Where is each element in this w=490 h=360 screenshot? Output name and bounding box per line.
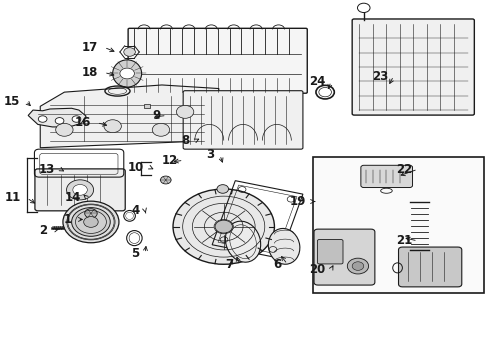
Circle shape [72,208,110,236]
Text: 13: 13 [39,163,55,176]
Circle shape [67,180,94,200]
Text: 6: 6 [273,258,282,271]
Text: 8: 8 [182,134,190,147]
Text: 1: 1 [64,213,72,226]
Text: 17: 17 [82,41,98,54]
Text: 20: 20 [309,263,325,276]
FancyBboxPatch shape [314,229,375,285]
Text: 14: 14 [65,192,81,204]
FancyBboxPatch shape [128,28,307,93]
Text: 4: 4 [131,204,139,217]
Circle shape [176,105,194,118]
Ellipse shape [225,221,261,262]
Circle shape [217,185,228,193]
Text: 2: 2 [39,224,48,237]
Text: 15: 15 [3,95,20,108]
FancyBboxPatch shape [35,169,125,211]
Circle shape [160,176,171,184]
Circle shape [120,68,134,79]
Text: 5: 5 [131,247,139,260]
Text: 16: 16 [74,116,91,129]
Ellipse shape [113,60,142,87]
FancyBboxPatch shape [398,247,462,287]
FancyBboxPatch shape [352,19,474,115]
Bar [313,157,485,293]
Text: 7: 7 [225,258,233,271]
Circle shape [173,189,274,264]
Circle shape [72,116,81,122]
Ellipse shape [269,229,300,264]
Text: 23: 23 [371,69,388,82]
Circle shape [215,220,232,233]
Text: 19: 19 [290,195,306,208]
Polygon shape [40,85,219,148]
Circle shape [63,201,119,243]
Circle shape [352,262,364,270]
Circle shape [124,48,135,56]
Text: 22: 22 [396,163,412,176]
Circle shape [104,120,122,133]
Circle shape [347,258,368,274]
Text: 3: 3 [206,148,214,161]
FancyBboxPatch shape [183,91,303,149]
Polygon shape [28,108,86,127]
Circle shape [38,116,47,122]
Circle shape [152,123,170,136]
Circle shape [55,118,64,124]
Text: 24: 24 [309,75,325,88]
Text: 9: 9 [153,109,161,122]
Circle shape [73,184,87,195]
FancyBboxPatch shape [318,239,343,264]
Circle shape [358,3,370,13]
Text: 21: 21 [396,234,412,247]
Text: 11: 11 [5,192,21,204]
Circle shape [56,123,73,136]
FancyBboxPatch shape [361,165,413,188]
Text: 18: 18 [82,66,98,79]
Bar [144,104,150,108]
Text: 10: 10 [128,161,144,174]
Circle shape [84,217,98,227]
Circle shape [85,209,97,218]
Text: 12: 12 [162,154,178,167]
